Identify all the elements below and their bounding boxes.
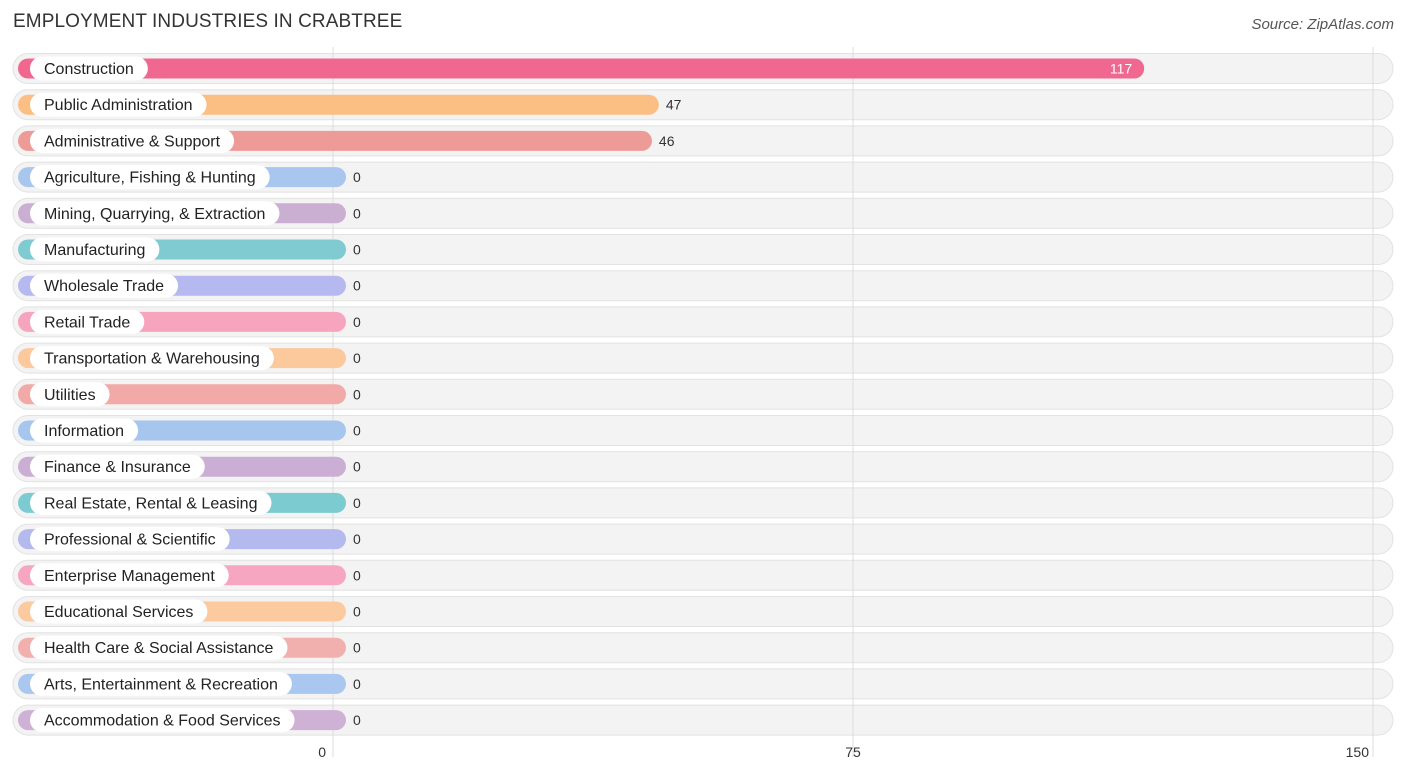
bar-label-pill-transportation-and-warehousing (30, 346, 274, 371)
bar-label-pill-real-estate-rental-and-leasing (30, 490, 272, 515)
bar-label-pill-professional-and-scientific (30, 527, 230, 552)
bar-label-pill-wholesale-trade (30, 273, 179, 298)
data-label-public-administration: 47 (666, 97, 682, 113)
data-label-health-care-and-social-assistance: 0 (353, 640, 361, 656)
x-tick-label-0: 0 (318, 744, 326, 760)
row-track-utilities (12, 378, 1394, 410)
data-label-retail-trade: 0 (353, 314, 361, 330)
bar-label-information: Information (44, 423, 124, 440)
bar-label-pill-public-administration (30, 92, 207, 117)
data-label-transportation-and-warehousing: 0 (353, 350, 361, 366)
data-label-enterprise-management: 0 (353, 567, 361, 583)
row-track-retail-trade (12, 306, 1394, 338)
source-credit: Source: ZipAtlas.com (1251, 16, 1394, 33)
row-track-health-care-and-social-assistance (12, 632, 1394, 664)
row-track-wholesale-trade (12, 270, 1394, 302)
data-label-wholesale-trade: 0 (353, 278, 361, 294)
data-label-arts-entertainment-and-recreation: 0 (353, 676, 361, 692)
bar-label-retail-trade: Retail Trade (44, 314, 130, 331)
row-track-agriculture-fishing-and-hunting (12, 161, 1394, 193)
data-label-professional-and-scientific: 0 (353, 531, 361, 547)
bar-construction (18, 58, 1145, 79)
data-label-finance-and-insurance: 0 (353, 459, 361, 475)
data-label-accommodation-and-food-services: 0 (353, 712, 361, 728)
bar-label-wholesale-trade: Wholesale Trade (44, 278, 164, 295)
bar-label-transportation-and-warehousing: Transportation & Warehousing (44, 351, 260, 368)
bar-label-pill-health-care-and-social-assistance (30, 635, 288, 660)
data-label-information: 0 (353, 423, 361, 439)
row-track-information (12, 415, 1394, 446)
row-track-professional-and-scientific (12, 523, 1394, 555)
bar-label-utilities: Utilities (44, 387, 96, 404)
bar-label-pill-enterprise-management (30, 563, 229, 588)
bar-label-health-care-and-social-assistance: Health Care & Social Assistance (44, 640, 274, 657)
bar-label-accommodation-and-food-services: Accommodation & Food Services (44, 713, 281, 730)
bar-label-pill-educational-services (30, 599, 208, 624)
row-track-educational-services (12, 596, 1394, 627)
bar-label-enterprise-management: Enterprise Management (44, 568, 215, 585)
bar-label-mining-quarrying-and-extraction: Mining, Quarrying, & Extraction (44, 206, 265, 223)
bar-label-finance-and-insurance: Finance & Insurance (44, 459, 191, 476)
bar-label-educational-services: Educational Services (44, 604, 193, 621)
x-tick-label-75: 75 (845, 744, 861, 760)
chart-title: EMPLOYMENT INDUSTRIES IN CRABTREE (13, 11, 403, 32)
bar-label-pill-utilities (30, 382, 110, 407)
bar-label-pill-accommodation-and-food-services (30, 708, 295, 733)
bar-label-pill-agriculture-fishing-and-hunting (30, 165, 270, 190)
bar-label-pill-arts-entertainment-and-recreation (30, 671, 292, 696)
data-label-administrative-and-support: 46 (659, 133, 675, 149)
bar-label-public-administration: Public Administration (44, 97, 193, 114)
data-label-real-estate-rental-and-leasing: 0 (353, 495, 361, 511)
bar-label-professional-and-scientific: Professional & Scientific (44, 532, 216, 549)
row-track-manufacturing (12, 234, 1394, 265)
data-label-manufacturing: 0 (353, 242, 361, 258)
bar-label-arts-entertainment-and-recreation: Arts, Entertainment & Recreation (44, 676, 278, 693)
data-label-agriculture-fishing-and-hunting: 0 (353, 169, 361, 185)
bar-label-pill-manufacturing (30, 237, 160, 262)
bar-label-construction: Construction (44, 61, 134, 78)
bar-label-pill-finance-and-insurance (30, 454, 205, 479)
bar-label-real-estate-rental-and-leasing: Real Estate, Rental & Leasing (44, 495, 257, 512)
row-track-mining-quarrying-and-extraction (12, 197, 1394, 229)
bar-label-administrative-and-support: Administrative & Support (44, 133, 221, 150)
row-track-arts-entertainment-and-recreation (12, 668, 1394, 700)
x-axis-ticks: 0 75 150 (318, 744, 1369, 760)
bar-label-pill-information (30, 418, 139, 443)
data-label-utilities: 0 (353, 386, 361, 402)
bar-label-pill-construction (30, 56, 148, 81)
bar-label-pill-retail-trade (30, 309, 145, 334)
x-tick-label-150: 150 (1346, 744, 1370, 760)
row-track-transportation-and-warehousing (12, 342, 1394, 374)
bar-label-pill-mining-quarrying-and-extraction (30, 201, 280, 226)
data-label-educational-services: 0 (353, 604, 361, 620)
bar-label-pill-administrative-and-support (30, 128, 235, 153)
bar-rows (12, 53, 1394, 736)
bar-label-agriculture-fishing-and-hunting: Agriculture, Fishing & Hunting (44, 170, 256, 187)
data-label-construction: 117 (1110, 61, 1133, 77)
row-track-real-estate-rental-and-leasing (12, 487, 1394, 519)
data-label-mining-quarrying-and-extraction: 0 (353, 205, 361, 221)
bars: Construction 117 Public Administration 47 Ad… (18, 56, 1145, 733)
row-track-finance-and-insurance (12, 451, 1394, 483)
row-track-enterprise-management (12, 559, 1394, 591)
bar-label-manufacturing: Manufacturing (44, 242, 145, 259)
row-track-accommodation-and-food-services (12, 704, 1394, 736)
